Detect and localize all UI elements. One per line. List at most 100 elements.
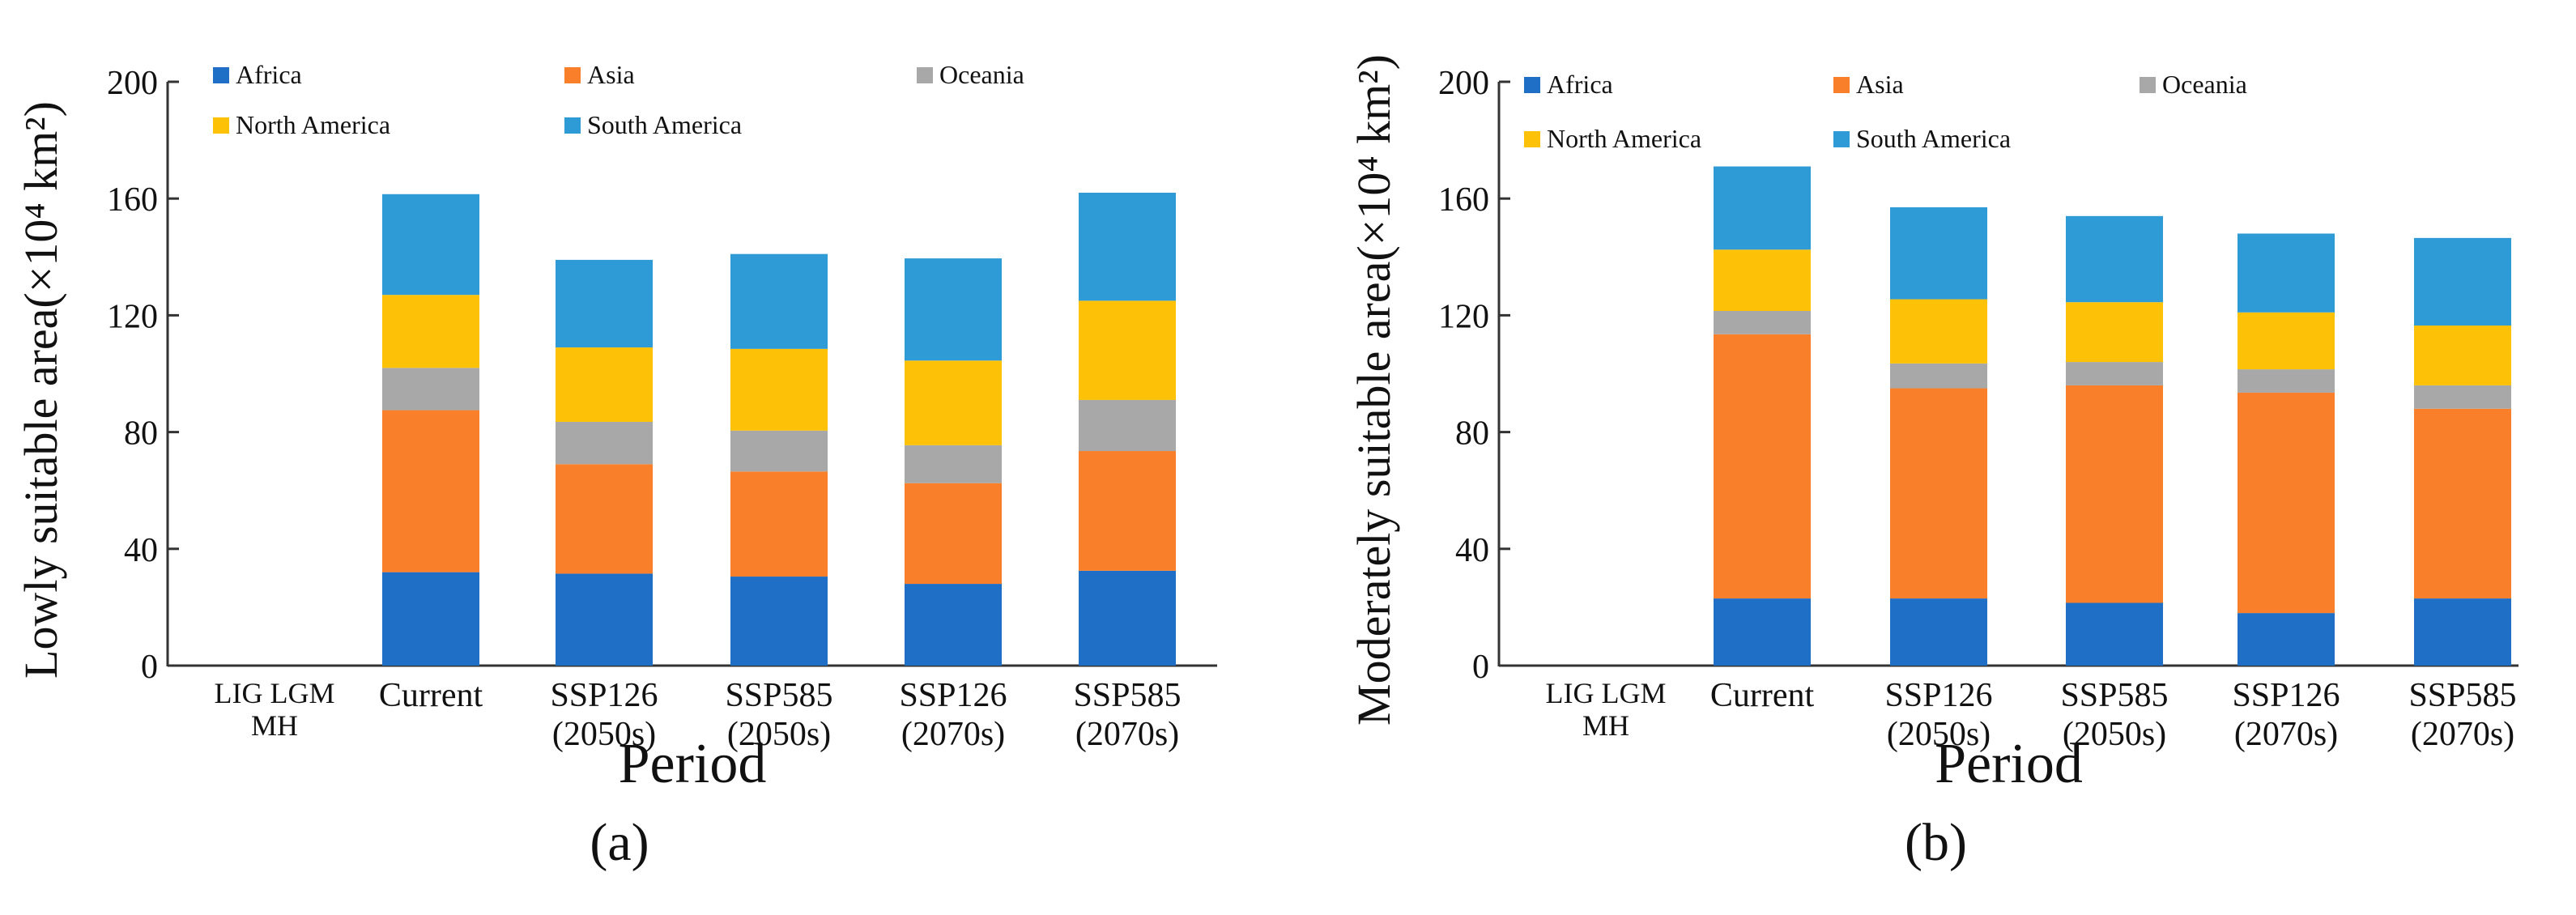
- panel-a-bar-asia-4: [905, 483, 1002, 585]
- panel-a-x-tick-label: MH: [251, 709, 298, 742]
- panel-b-bar-south-america-4: [2238, 233, 2335, 313]
- panel-a-bar-south-america-4: [905, 258, 1002, 361]
- panel-a-x-tick-label: SSP126: [550, 677, 658, 714]
- panel-a-x-tick-label: SSP585: [725, 677, 832, 714]
- panel-b-y-tick-label: 40: [1455, 532, 1489, 569]
- panel-b-legend-label-africa: Africa: [1547, 70, 1613, 99]
- panel-b-x-tick-label: (2070s): [2234, 716, 2338, 753]
- panel-b-legend-label-asia: Asia: [1856, 70, 1904, 99]
- panel-a-x-tick-label: (2070s): [1075, 716, 1179, 753]
- panel-b-bar-south-america-1: [1714, 166, 1811, 250]
- panel-b-bar-north-america-5: [2414, 326, 2511, 385]
- panel-a-legend-label-north-america: North America: [236, 110, 390, 139]
- panel-b-x-tick-label: SSP126: [1884, 677, 1992, 714]
- panel-b-y-tick-label: 160: [1438, 181, 1489, 219]
- panel-b-x-tick-label: (2050s): [1887, 716, 1991, 753]
- panel-a-x-axis-title: Period: [619, 733, 767, 795]
- panel-b-bar-asia-2: [1890, 388, 1987, 599]
- panel-a-x-tick-label: LIG LGM: [215, 677, 335, 709]
- panel-a-bar-asia-3: [730, 471, 828, 577]
- panel-a-bar-oceania-1: [382, 368, 479, 411]
- panel-b-bar-south-america-2: [1890, 207, 1987, 300]
- panel-a-legend-label-africa: Africa: [236, 60, 302, 89]
- panel-b-bar-oceania-4: [2238, 369, 2335, 393]
- panel-a-y-tick-label: 80: [124, 415, 158, 453]
- panel-a-bar-oceania-3: [730, 430, 828, 472]
- panel-b-bar-north-america-4: [2238, 312, 2335, 370]
- panel-a-bar-north-america-2: [556, 347, 653, 422]
- panel-b-x-tick-label: SSP126: [2232, 677, 2340, 714]
- panel-a-y-tick-label: 200: [107, 65, 158, 102]
- panel-b-x-tick-label: (2050s): [2063, 716, 2166, 753]
- panel-b-bar-africa-1: [1714, 598, 1811, 666]
- panel-a-bar-north-america-5: [1079, 300, 1176, 400]
- panel-a-legend-swatch-oceania: [917, 67, 933, 83]
- panel-a-y-tick-label: 40: [124, 532, 158, 569]
- panel-b-bar-asia-5: [2414, 408, 2511, 599]
- panel-b-y-tick-label: 80: [1455, 415, 1489, 453]
- panel-b-x-tick-label: LIG LGM: [1546, 677, 1667, 709]
- panel-b-bar-oceania-2: [1890, 363, 1987, 389]
- panel-a-bar-south-america-3: [730, 253, 828, 349]
- panel-a-legend-label-south-america: South America: [587, 110, 742, 139]
- panel-b-bar-oceania-3: [2066, 362, 2163, 385]
- panel-a-bar-africa-3: [730, 577, 828, 666]
- panel-b-bar-north-america-2: [1890, 299, 1987, 364]
- panel-a-bar-north-america-3: [730, 348, 828, 431]
- panel-b-legend-swatch-africa: [1524, 77, 1540, 93]
- panel-b-bar-south-america-5: [2414, 237, 2511, 326]
- panel-a-x-tick-label: SSP126: [899, 677, 1007, 714]
- panel-a-legend-swatch-south-america: [564, 117, 581, 134]
- panel-a-x-tick-label: (2050s): [727, 716, 831, 753]
- panel-a-bar-north-america-1: [382, 295, 479, 368]
- panel-b-y-tick-label: 200: [1438, 65, 1489, 102]
- panel-b-bar-asia-1: [1714, 334, 1811, 599]
- panel-b-x-tick-label: (2070s): [2411, 716, 2514, 753]
- panel-a-bar-asia-2: [556, 464, 653, 574]
- panel-b-legend-swatch-south-america: [1833, 131, 1850, 147]
- panel-b-bar-north-america-1: [1714, 249, 1811, 311]
- panel-a-x-tick-label: Current: [379, 677, 483, 714]
- panel-b-x-tick-label: SSP585: [2060, 677, 2168, 714]
- panel-a-legend-swatch-asia: [564, 67, 581, 83]
- panel-a-bar-south-america-5: [1079, 192, 1176, 301]
- panel-b-y-axis-title: Moderately suitable area(×10⁴ km²): [1348, 54, 1400, 726]
- panel-a-legend-swatch-africa: [213, 67, 229, 83]
- panel-b-legend-swatch-asia: [1833, 77, 1850, 93]
- panel-a-label: (a): [590, 813, 649, 872]
- panel-b-legend-label-south-america: South America: [1856, 124, 2011, 153]
- panel-b-x-tick-label: Current: [1710, 677, 1815, 714]
- panel-a-bar-africa-4: [905, 584, 1002, 666]
- panel-b-label: (b): [1905, 813, 1967, 872]
- panel-b-x-tick-label: MH: [1582, 709, 1629, 742]
- panel-a-y-tick-label: 120: [107, 298, 158, 335]
- panel-a-bar-north-america-4: [905, 360, 1002, 445]
- panel-a-x-tick-label: (2070s): [901, 716, 1005, 753]
- panel-a-bar-south-america-2: [556, 259, 653, 348]
- panel-b-y-tick-label: 0: [1472, 649, 1489, 686]
- panel-b-bar-africa-4: [2238, 613, 2335, 666]
- panel-b-legend-swatch-north-america: [1524, 131, 1540, 147]
- panel-a-bar-africa-2: [556, 573, 653, 666]
- panel-a-y-tick-label: 160: [107, 181, 158, 219]
- panel-a-legend-swatch-north-america: [213, 117, 229, 134]
- panel-b-bar-asia-3: [2066, 385, 2163, 603]
- panel-b-x-axis-title: Period: [1935, 733, 2083, 795]
- panel-a-legend-label-oceania: Oceania: [939, 60, 1024, 89]
- panel-a-x-tick-label: (2050s): [552, 716, 656, 753]
- panel-b-x-tick-label: SSP585: [2408, 677, 2516, 714]
- panel-a-bar-oceania-2: [556, 421, 653, 465]
- panel-b-legend-swatch-oceania: [2140, 77, 2156, 93]
- panel-b-bar-asia-4: [2238, 392, 2335, 614]
- panel-a-bar-asia-1: [382, 410, 479, 572]
- panel-a-y-tick-label: 0: [141, 649, 158, 686]
- panel-b-bar-south-america-3: [2066, 215, 2163, 303]
- panel-b-bar-north-america-3: [2066, 302, 2163, 363]
- panel-a-bar-south-america-1: [382, 194, 479, 296]
- panel-a-x-tick-label: SSP585: [1073, 677, 1181, 714]
- panel-b-y-tick-label: 120: [1438, 298, 1489, 335]
- panel-b-legend-label-oceania: Oceania: [2162, 70, 2247, 99]
